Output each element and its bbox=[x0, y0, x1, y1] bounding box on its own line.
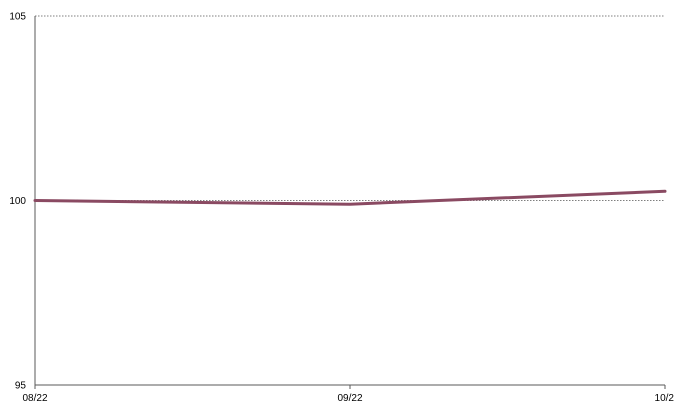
y-tick-labels: 95 100 105 bbox=[9, 12, 26, 392]
y-tick-label: 100 bbox=[9, 196, 26, 207]
x-tick-label: 09/22 bbox=[337, 393, 362, 404]
y-tick-label: 95 bbox=[15, 381, 27, 392]
series-line-0 bbox=[33, 189, 667, 206]
gridlines bbox=[35, 15, 665, 201]
series-lines bbox=[33, 189, 667, 206]
x-tick-labels: 08/22 09/22 10/2 bbox=[22, 385, 674, 404]
x-tick-label: 10/2 bbox=[655, 393, 674, 404]
y-tick-label: 105 bbox=[9, 12, 26, 23]
x-tick-label: 08/22 bbox=[22, 393, 47, 404]
